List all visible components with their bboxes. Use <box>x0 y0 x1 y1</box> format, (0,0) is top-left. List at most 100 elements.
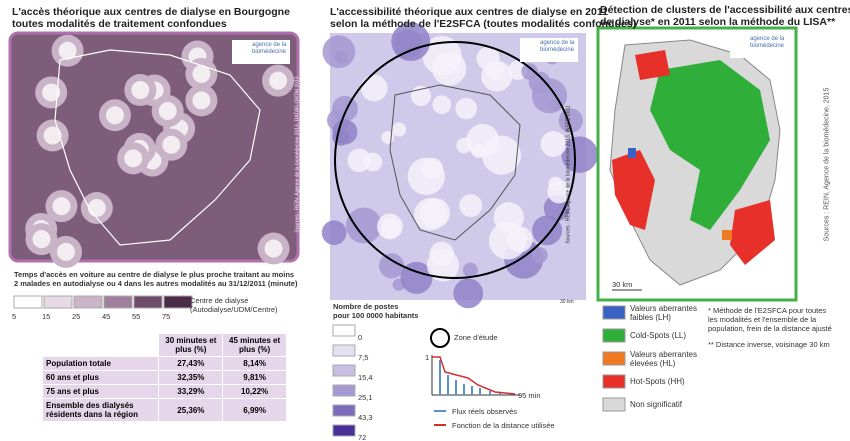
region-outline <box>389 84 521 241</box>
scale-label: 7,5 <box>358 353 369 362</box>
zone <box>321 220 347 245</box>
zone <box>377 213 403 240</box>
cell: 60 ans et plus <box>41 370 160 385</box>
title-line: selon la méthode de l'E2SFCA (toutes mod… <box>330 18 637 30</box>
legend-line: Cold-Spots (LL) <box>630 331 687 340</box>
row: 75 ans et plus 33,29% 10,22% <box>41 384 287 399</box>
logo-box <box>232 40 290 64</box>
note: * Méthode de l'E2SFCA pour toutes les mod… <box>708 306 832 333</box>
zone <box>391 122 407 137</box>
hl <box>722 230 732 240</box>
zone <box>379 253 405 279</box>
cell: 33,29% <box>158 384 224 399</box>
scale-label: 30 km <box>560 299 574 305</box>
legends <box>13 295 626 437</box>
scale-label: 0 <box>358 333 363 342</box>
swatch <box>332 364 356 377</box>
swatch <box>332 404 356 417</box>
source: Sources : REIN, Agence de la biomédecine… <box>823 87 831 242</box>
note: ** Distance inverse, voisinage 30 km <box>708 340 830 349</box>
scale-label: 75 <box>162 312 171 321</box>
zone <box>456 137 472 154</box>
zone <box>381 130 395 144</box>
legend-line: 2 malades en autodialyse ou 4 dans les a… <box>14 279 298 288</box>
swatch <box>332 384 356 397</box>
zone <box>269 71 288 90</box>
zone <box>481 60 513 92</box>
zone-label: Zone d'étude <box>454 333 498 342</box>
title-line: Détection de clusters de l'accessibilité… <box>600 4 850 16</box>
cell: 10,22% <box>222 384 287 399</box>
zone <box>192 64 211 83</box>
logo: agence de la biomédecine <box>540 40 574 54</box>
zone <box>87 198 106 217</box>
cell: 25,36% <box>158 398 224 422</box>
swatch <box>602 328 626 343</box>
legend-label: Fonction de la distance utilisée <box>452 421 555 430</box>
zone <box>400 261 433 294</box>
legend-label: Hot-Spots (HH) <box>630 377 685 386</box>
legend-label: Valeurs aberrantes faibles (LH) <box>630 304 697 322</box>
hot-spots <box>635 50 670 80</box>
row: 60 ans et plus 32,35% 9,81% <box>41 370 287 385</box>
zone <box>422 35 462 76</box>
hot-spots <box>612 150 655 230</box>
zone <box>105 106 124 125</box>
centre-line: Centre de dialyse <box>190 296 249 305</box>
logo-line: biomédecine <box>540 47 575 53</box>
zone <box>540 131 567 158</box>
scale-label: 15 <box>42 312 51 321</box>
cell: Ensemble des dialysés résidents dans la … <box>41 398 160 422</box>
zone <box>532 215 563 246</box>
zone <box>548 176 563 191</box>
zone <box>42 83 61 102</box>
access-zones <box>25 34 295 268</box>
swatch <box>602 351 626 366</box>
distance-function <box>432 356 516 395</box>
cell: 9,81% <box>222 370 287 385</box>
note-line: * Méthode de l'E2SFCA pour toutes <box>708 306 827 315</box>
logo-box <box>730 34 790 58</box>
legend-line: élevées (HL) <box>630 359 676 368</box>
logo-line: agence de la <box>750 36 785 42</box>
legend-line: Valeurs aberrantes <box>630 304 697 313</box>
centre-line: (Autodialyse/UDM/Centre) <box>190 305 278 314</box>
study-zone <box>334 41 576 279</box>
scale-label: 25,1 <box>358 393 373 402</box>
region-outline <box>54 49 261 246</box>
table: 30 minutes et plus (%) 45 minutes et plus… <box>41 333 287 422</box>
legend-line: Valeurs aberrantes <box>630 350 697 359</box>
header-cell: 45 minutes et plus (%) <box>222 333 287 357</box>
logo-line: biomédecine <box>252 49 287 55</box>
note-line: population, frein de la distance ajusté <box>708 324 832 333</box>
legend-label: Cold-Spots (LL) <box>630 331 686 340</box>
zone <box>158 102 177 121</box>
note-line: les modalités et l'ensemble de la <box>708 315 817 324</box>
lh <box>628 148 636 158</box>
zone <box>32 230 51 249</box>
scale-label: 45 <box>102 312 111 321</box>
title-line: de dialyse* en 2011 selon la méthode du … <box>600 16 836 28</box>
logo: agence de la biomédecine <box>750 36 784 50</box>
zone <box>57 242 76 261</box>
zone <box>58 41 77 60</box>
hot-spots <box>730 200 775 265</box>
chart-x: 95 min <box>518 391 541 400</box>
zone <box>561 136 598 173</box>
legend-line: pour 100 0000 habitants <box>333 311 419 320</box>
zone <box>432 95 452 114</box>
zone <box>455 97 478 120</box>
centre-label: Centre de dialyse (Autodialyse/UDM/Centre… <box>190 296 278 314</box>
source: Sources : REIN, Agence de la biomédecine… <box>294 76 301 233</box>
row: Population totale 27,43% 8,14% <box>41 356 287 371</box>
swatch <box>103 295 133 309</box>
swatch <box>43 295 73 309</box>
logo-line: biomédecine <box>750 43 785 49</box>
logo-box <box>520 38 578 62</box>
source: Sources : REIN, Agence de la biomédecine… <box>565 105 572 244</box>
title: Détection de clusters de l'accessibilité… <box>600 4 850 28</box>
cell: 27,43% <box>158 356 224 371</box>
logo: agence de la biomédecine <box>252 42 286 56</box>
swatch <box>13 295 43 309</box>
